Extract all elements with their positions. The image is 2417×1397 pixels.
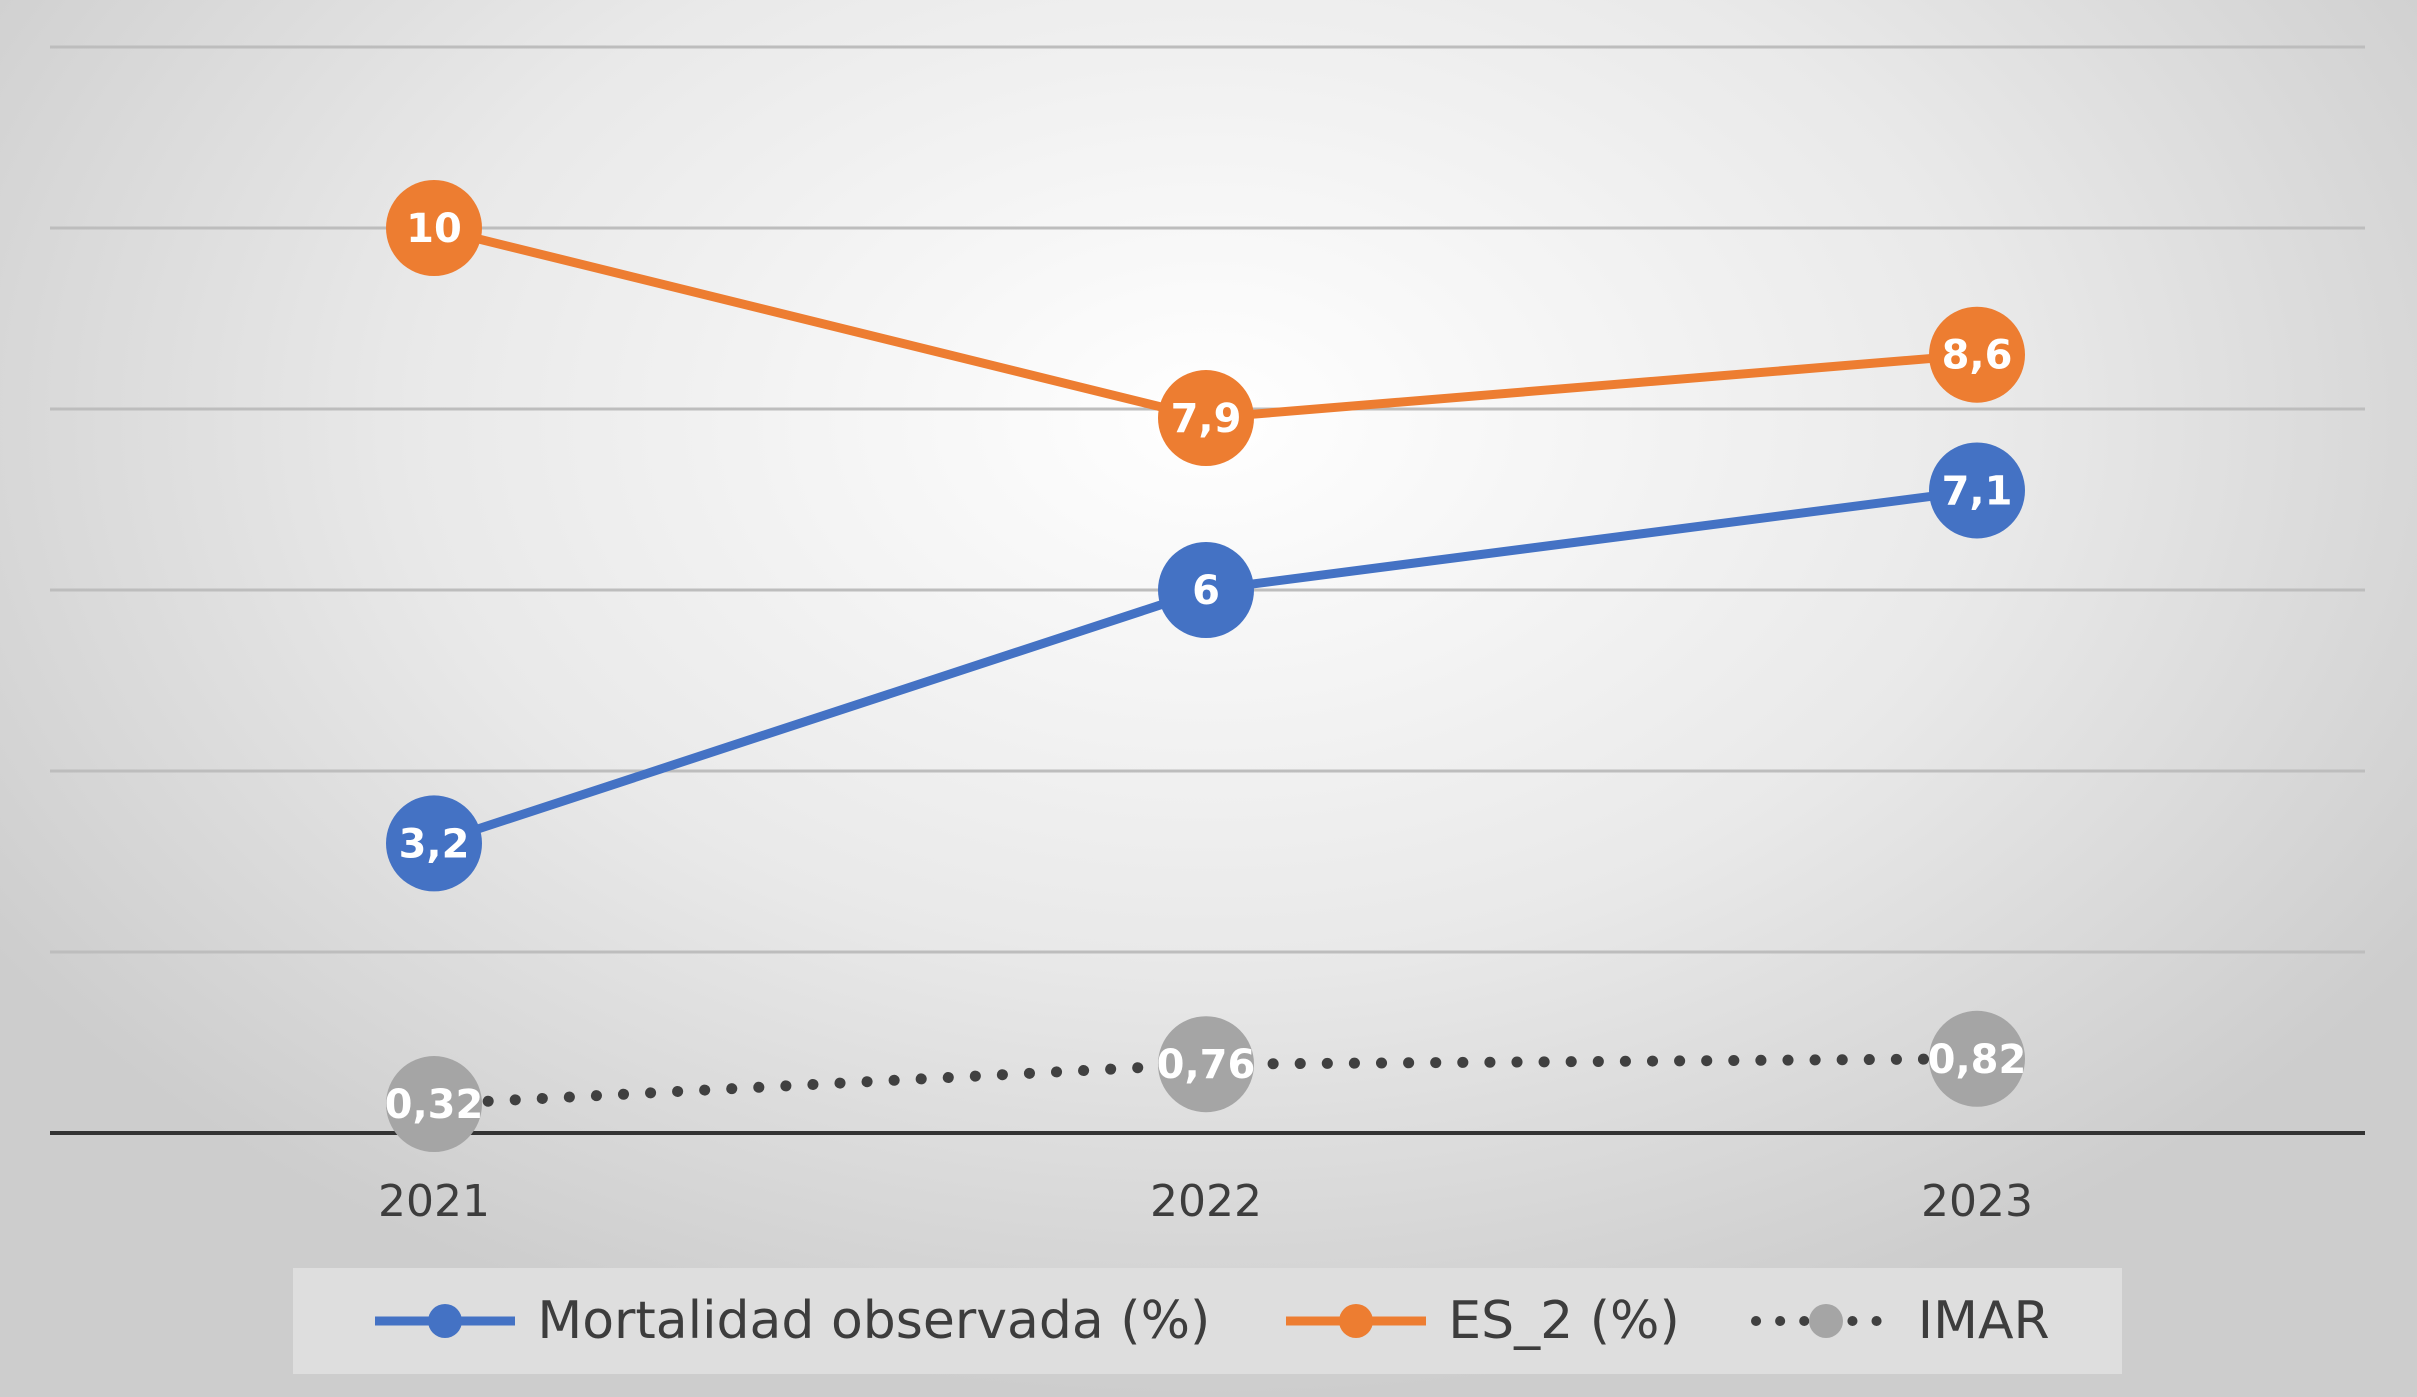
data-label: 0,82	[1928, 1037, 2027, 1083]
legend-item: IMAR	[1746, 1291, 2050, 1351]
legend-marker	[428, 1304, 463, 1338]
data-point	[1158, 1016, 1254, 1113]
data-label: 8,6	[1942, 333, 2013, 379]
data-label: 6	[1192, 568, 1220, 614]
legend-swatch	[1286, 1304, 1427, 1338]
legend-item: Mortalidad observada (%)	[365, 1291, 1210, 1351]
legend-marker	[1808, 1304, 1843, 1338]
data-label: 3,2	[399, 821, 470, 867]
data-point	[1929, 1010, 2025, 1107]
legend-label: IMAR	[1917, 1291, 2050, 1351]
data-label: 7,1	[1942, 468, 2013, 514]
legend-item: ES_2 (%)	[1276, 1291, 1680, 1351]
data-point	[1158, 542, 1254, 638]
legend-label: ES_2 (%)	[1448, 1291, 1680, 1351]
data-point	[386, 795, 482, 892]
x-tick-label: 2023	[1921, 1176, 2033, 1227]
legend-label: Mortalidad observada (%)	[537, 1291, 1211, 1351]
legend-swatch	[375, 1304, 516, 1338]
x-tick-label: 2021	[378, 1176, 490, 1227]
legend: Mortalidad observada (%) ES_2 (%) IMAR	[293, 1268, 2122, 1374]
data-label: 0,32	[385, 1082, 484, 1128]
data-point	[1929, 442, 2025, 539]
legend-marker	[1339, 1304, 1374, 1338]
data-label: 0,76	[1157, 1042, 1256, 1088]
data-point	[386, 1056, 482, 1153]
data-point	[1158, 370, 1254, 467]
data-label: 10	[406, 206, 462, 252]
data-point	[1929, 306, 2025, 403]
legend-swatch	[1750, 1304, 1901, 1338]
x-tick-label: 2022	[1150, 1176, 1262, 1227]
data-point	[386, 180, 482, 276]
data-label: 7,9	[1171, 396, 1242, 442]
